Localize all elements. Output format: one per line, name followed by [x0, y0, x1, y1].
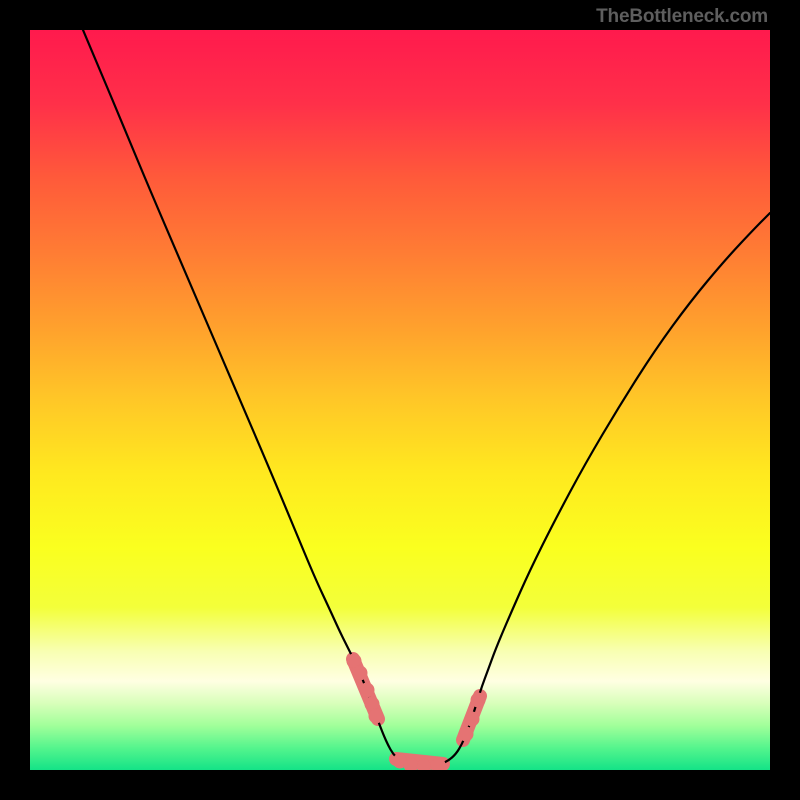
marker-point [465, 712, 479, 726]
marker-point [459, 727, 473, 741]
marker-point [471, 693, 485, 707]
marker-point [353, 666, 367, 680]
marker-point [404, 758, 418, 770]
marker-point [417, 759, 431, 770]
bottleneck-curve [83, 30, 770, 766]
marker-point [369, 709, 383, 723]
chart-frame: TheBottleneck.com [0, 0, 800, 800]
curve-layer [30, 30, 770, 770]
watermark-text: TheBottleneck.com [596, 6, 768, 28]
marker-point [360, 683, 374, 697]
marker-point [431, 758, 445, 770]
plot-area [30, 30, 770, 770]
